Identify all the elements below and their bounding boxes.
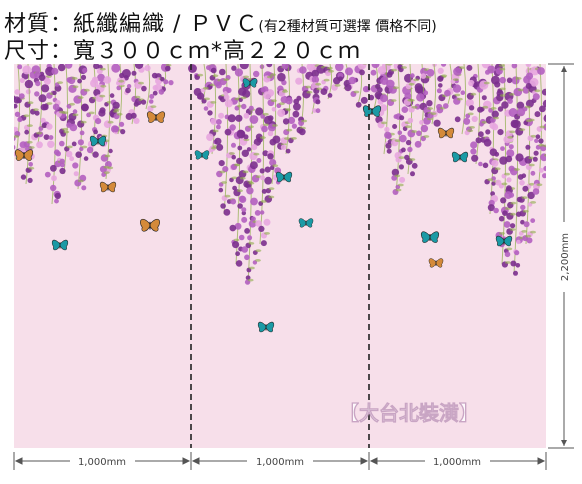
wisteria-flowers: [14, 64, 546, 285]
mural-background: [14, 64, 546, 448]
width-dimensions: 1,000mm 1,000mm 1,000mm: [13, 452, 547, 470]
height-dimension: 2,200mm: [548, 63, 574, 449]
material-line: 材質：紙纖編織 / ＰＶＣ(有2種材質可選擇 價格不同): [4, 6, 437, 38]
wallpaper-mural: 【大台北裝潢】: [14, 64, 546, 448]
panel-width-label-1: 1,000mm: [78, 457, 126, 468]
material-note: (有2種材質可選擇 價格不同): [258, 19, 437, 35]
material-label: 材質：紙纖編織 / ＰＶＣ: [4, 12, 259, 37]
size-line: 尺寸：寬３００ｃｍ*高２２０ｃｍ: [4, 39, 362, 64]
butterflies: [14, 78, 513, 333]
watermark: 【大台北裝潢】: [339, 401, 479, 425]
height-label: 2,200mm: [560, 233, 571, 281]
panel-width-label-3: 1,000mm: [433, 457, 481, 468]
panel-width-label-2: 1,000mm: [256, 457, 304, 468]
